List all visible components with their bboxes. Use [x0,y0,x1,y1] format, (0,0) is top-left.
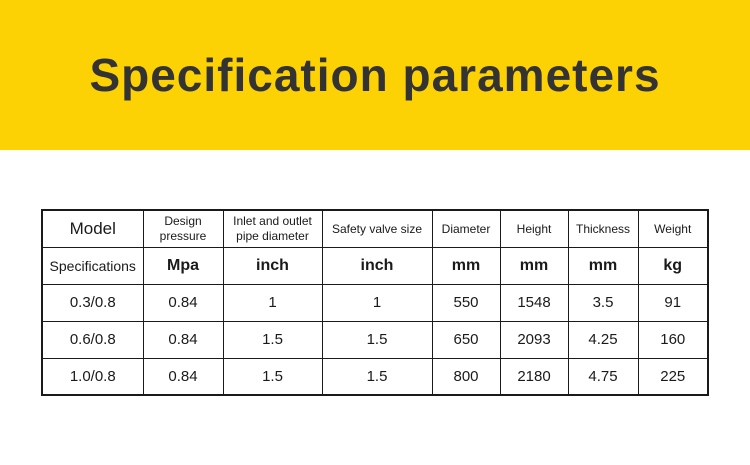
cell-diameter: 650 [431,320,501,359]
cell-thickness: 4.25 [567,320,639,359]
cell-inlet-outlet: 1.5 [222,357,323,396]
specification-table: Model Design pressure Inlet and outlet p… [41,209,709,396]
table-row: 0.3/0.8 0.84 1 1 550 1548 3.5 91 [41,283,709,322]
unit-cell-mm-2: mm [499,246,569,285]
unit-cell-specifications: Specifications [41,246,144,285]
cell-inlet-outlet: 1 [222,283,323,322]
unit-cell-mm-1: mm [431,246,501,285]
table-row: 1.0/0.8 0.84 1.5 1.5 800 2180 4.75 225 [41,357,709,396]
cell-safety-valve: 1.5 [321,320,433,359]
table-header-row: Model Design pressure Inlet and outlet p… [41,209,709,248]
column-header-thickness: Thickness [567,209,639,248]
banner: Specification parameters [0,0,750,150]
cell-model-spec: 1.0/0.8 [41,357,144,396]
cell-thickness: 3.5 [567,283,639,322]
column-header-weight: Weight [637,209,709,248]
unit-cell-mm-3: mm [567,246,639,285]
cell-height: 2180 [499,357,569,396]
cell-height: 2093 [499,320,569,359]
table-units-row: Specifications Mpa inch inch mm mm mm kg [41,246,709,285]
cell-diameter: 800 [431,357,501,396]
cell-height: 1548 [499,283,569,322]
cell-design-pressure: 0.84 [142,320,224,359]
column-header-model: Model [41,209,144,248]
cell-model-spec: 0.3/0.8 [41,283,144,322]
cell-diameter: 550 [431,283,501,322]
cell-safety-valve: 1 [321,283,433,322]
page-title: Specification parameters [89,49,661,101]
cell-weight: 225 [637,357,709,396]
cell-design-pressure: 0.84 [142,357,224,396]
cell-weight: 91 [637,283,709,322]
cell-inlet-outlet: 1.5 [222,320,323,359]
column-header-design-pressure: Design pressure [142,209,224,248]
cell-weight: 160 [637,320,709,359]
unit-cell-inch-1: inch [222,246,323,285]
column-header-height: Height [499,209,569,248]
cell-design-pressure: 0.84 [142,283,224,322]
cell-thickness: 4.75 [567,357,639,396]
unit-cell-kg: kg [637,246,709,285]
unit-cell-mpa: Mpa [142,246,224,285]
unit-cell-inch-2: inch [321,246,433,285]
column-header-safety-valve: Safety valve size [321,209,433,248]
cell-safety-valve: 1.5 [321,357,433,396]
column-header-diameter: Diameter [431,209,501,248]
cell-model-spec: 0.6/0.8 [41,320,144,359]
table-row: 0.6/0.8 0.84 1.5 1.5 650 2093 4.25 160 [41,320,709,359]
column-header-inlet-outlet: Inlet and outlet pipe diameter [222,209,323,248]
